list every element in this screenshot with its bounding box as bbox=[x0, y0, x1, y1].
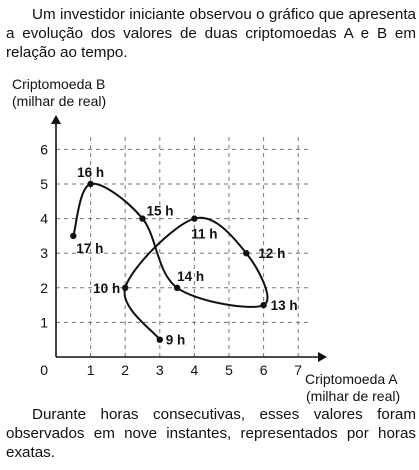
intro-paragraph: Um investidor iniciante observou o gráfi… bbox=[6, 6, 416, 61]
x-tick-label: 6 bbox=[260, 362, 268, 378]
x-tick-label: 3 bbox=[156, 362, 164, 378]
point-labels: 9 h 10 h 11 h 12 h 13 h 14 h 15 h 16 h 17 h bbox=[76, 165, 297, 348]
data-point bbox=[191, 215, 198, 222]
point-label: 13 h bbox=[271, 298, 298, 313]
point-label: 12 h bbox=[258, 246, 285, 261]
data-point bbox=[87, 180, 94, 188]
data-point bbox=[122, 284, 129, 291]
y-tick-label: 2 bbox=[40, 280, 48, 296]
x-tick-label: 1 bbox=[87, 362, 95, 378]
data-point bbox=[173, 284, 181, 291]
y-tick-label: 5 bbox=[40, 176, 48, 192]
data-point bbox=[70, 232, 77, 240]
x-tick-label: 2 bbox=[121, 362, 129, 378]
data-point bbox=[260, 301, 267, 309]
point-label: 15 h bbox=[147, 204, 174, 219]
point-label: 16 h bbox=[77, 165, 104, 180]
x-axis-arrow bbox=[318, 352, 327, 362]
x-tick-label: 5 bbox=[225, 362, 233, 378]
y-tick-label: 3 bbox=[40, 245, 48, 261]
y-axis-title: Criptomoeda B bbox=[12, 76, 105, 92]
point-label: 11 h bbox=[191, 227, 217, 242]
x-tick-label: 4 bbox=[191, 362, 199, 378]
x-tick-label: 7 bbox=[294, 362, 302, 378]
y-tick-label: 4 bbox=[40, 211, 48, 227]
point-label: 17 h bbox=[76, 241, 103, 256]
y-tick-label: 1 bbox=[40, 314, 48, 330]
data-point bbox=[243, 250, 250, 257]
data-point bbox=[139, 215, 146, 222]
point-label: 9 h bbox=[166, 333, 186, 348]
x-axis-title-unit: (milhar de real) bbox=[306, 388, 400, 404]
point-label: 10 h bbox=[93, 281, 120, 296]
outro-paragraph: Durante horas consecutivas, esses valore… bbox=[6, 406, 416, 461]
y-tick-label: 6 bbox=[40, 141, 48, 157]
x-axis-title: Criptomoeda A bbox=[305, 371, 398, 387]
y-axis-arrow bbox=[51, 115, 61, 124]
y-axis-title-unit: (milhar de real) bbox=[12, 93, 106, 109]
data-point bbox=[156, 336, 163, 343]
origin-label: 0 bbox=[40, 362, 48, 378]
point-label: 14 h bbox=[177, 269, 204, 284]
data-points bbox=[70, 180, 267, 343]
